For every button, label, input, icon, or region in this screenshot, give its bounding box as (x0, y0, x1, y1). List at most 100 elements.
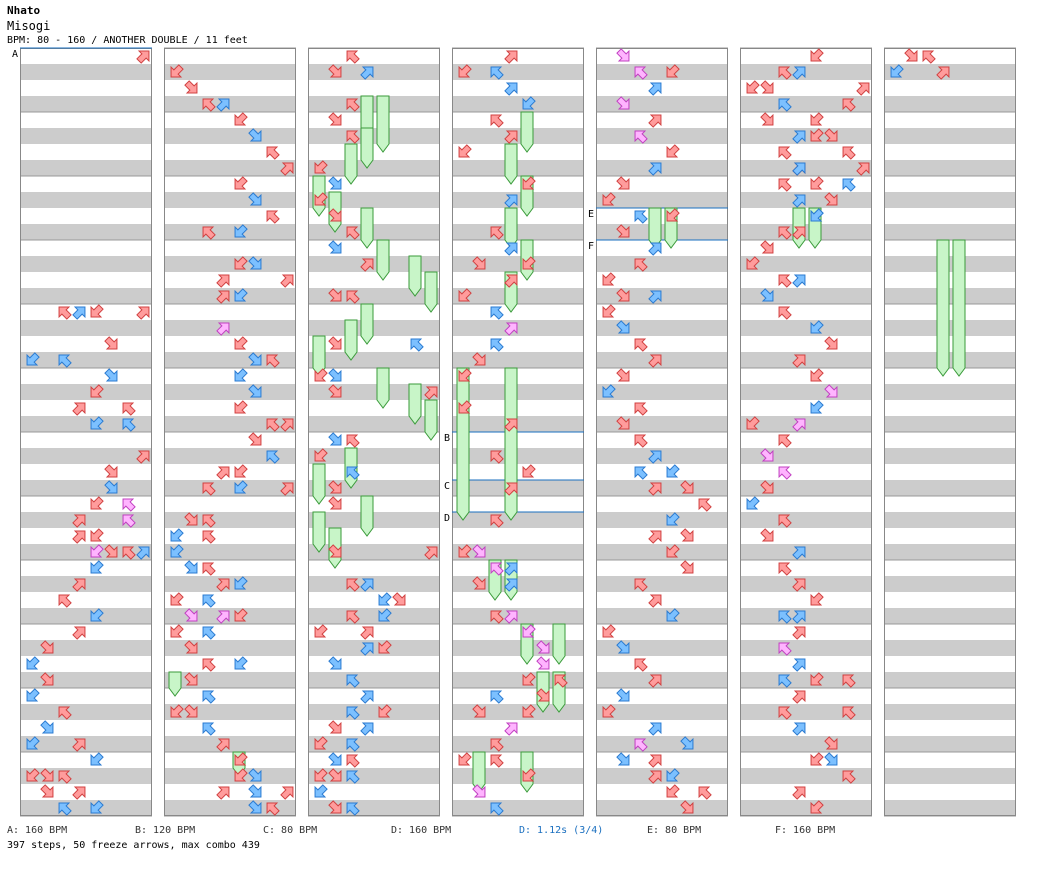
beat-band (308, 800, 440, 816)
step-arrow (26, 656, 40, 670)
freeze-arrow (360, 127, 374, 169)
step-arrow (472, 256, 486, 270)
beat-band (884, 608, 1016, 624)
step-arrow (202, 482, 216, 496)
beat-band (740, 416, 872, 432)
step-arrow (904, 48, 918, 62)
freeze-arrow (360, 495, 374, 537)
step-arrow (346, 770, 360, 784)
step-arrow (824, 736, 838, 750)
step-arrow (842, 674, 856, 688)
beat-band (884, 704, 1016, 720)
step-arrow (202, 530, 216, 544)
step-arrow (792, 786, 806, 800)
step-arrow (328, 288, 342, 302)
beat-band (20, 96, 152, 112)
step-arrow (810, 208, 824, 222)
step-arrow (504, 242, 518, 256)
step-arrow (266, 450, 280, 464)
beat-band (164, 480, 296, 496)
step-arrow (810, 400, 824, 414)
freeze-arrow (648, 207, 662, 249)
step-arrow (378, 592, 392, 606)
step-arrow (202, 98, 216, 112)
step-arrow (616, 752, 630, 766)
step-arrow (248, 800, 262, 814)
beat-band (596, 576, 728, 592)
beat-band (740, 64, 872, 80)
step-arrow (216, 466, 230, 480)
beat-band (740, 128, 872, 144)
step-arrow (90, 416, 104, 430)
step-arrow (824, 752, 838, 766)
step-arrow (490, 802, 504, 816)
step-arrow (536, 640, 550, 654)
beat-band (452, 64, 584, 80)
step-arrow (346, 290, 360, 304)
step-arrow (104, 480, 118, 494)
step-arrow (778, 610, 792, 624)
beat-band (164, 800, 296, 816)
step-arrow (360, 66, 374, 80)
beat-band (884, 352, 1016, 368)
step-arrow (792, 354, 806, 368)
beat-band (596, 96, 728, 112)
step-arrow (328, 112, 342, 126)
step-arrow (170, 528, 184, 542)
step-arrow (216, 322, 230, 336)
step-arrow (792, 226, 806, 240)
step-arrow (328, 208, 342, 222)
beat-band (452, 768, 584, 784)
beat-band (740, 192, 872, 208)
step-arrow (842, 146, 856, 160)
step-arrow (40, 720, 54, 734)
beat-band (164, 64, 296, 80)
step-arrow (634, 658, 648, 672)
step-arrow (248, 256, 262, 270)
step-arrow (698, 498, 712, 512)
beat-band (596, 416, 728, 432)
beat-band (596, 256, 728, 272)
step-arrow (248, 432, 262, 446)
beat-band (20, 256, 152, 272)
beat-band (452, 224, 584, 240)
step-arrow (458, 752, 472, 766)
step-arrow (248, 784, 262, 798)
beat-band (740, 800, 872, 816)
step-arrow (58, 306, 72, 320)
step-arrow (234, 288, 248, 302)
step-arrow (40, 672, 54, 686)
beat-band (884, 416, 1016, 432)
step-arrow (792, 66, 806, 80)
step-arrow (424, 546, 438, 560)
freeze-arrow (408, 255, 422, 297)
step-arrow (842, 770, 856, 784)
step-arrow (234, 176, 248, 190)
step-arrow (842, 178, 856, 192)
step-arrow (760, 528, 774, 542)
step-arrow (634, 66, 648, 80)
step-arrow (26, 768, 40, 782)
step-arrow (778, 306, 792, 320)
step-arrow (202, 514, 216, 528)
step-arrow (184, 512, 198, 526)
step-arrow (170, 624, 184, 638)
step-arrow (810, 800, 824, 814)
step-arrow (634, 258, 648, 272)
beat-band (740, 512, 872, 528)
step-arrow (648, 674, 662, 688)
step-arrow (522, 704, 536, 718)
step-arrow (346, 130, 360, 144)
beat-band (20, 800, 152, 816)
step-arrow (136, 306, 150, 320)
freeze-arrow (504, 143, 518, 185)
step-arrow (648, 450, 662, 464)
step-arrow (490, 226, 504, 240)
beat-band (884, 256, 1016, 272)
step-arrow (184, 560, 198, 574)
step-arrow (666, 784, 680, 798)
beat-band (164, 128, 296, 144)
step-arrow (666, 608, 680, 622)
step-arrow (328, 384, 342, 398)
step-arrow (824, 128, 838, 142)
